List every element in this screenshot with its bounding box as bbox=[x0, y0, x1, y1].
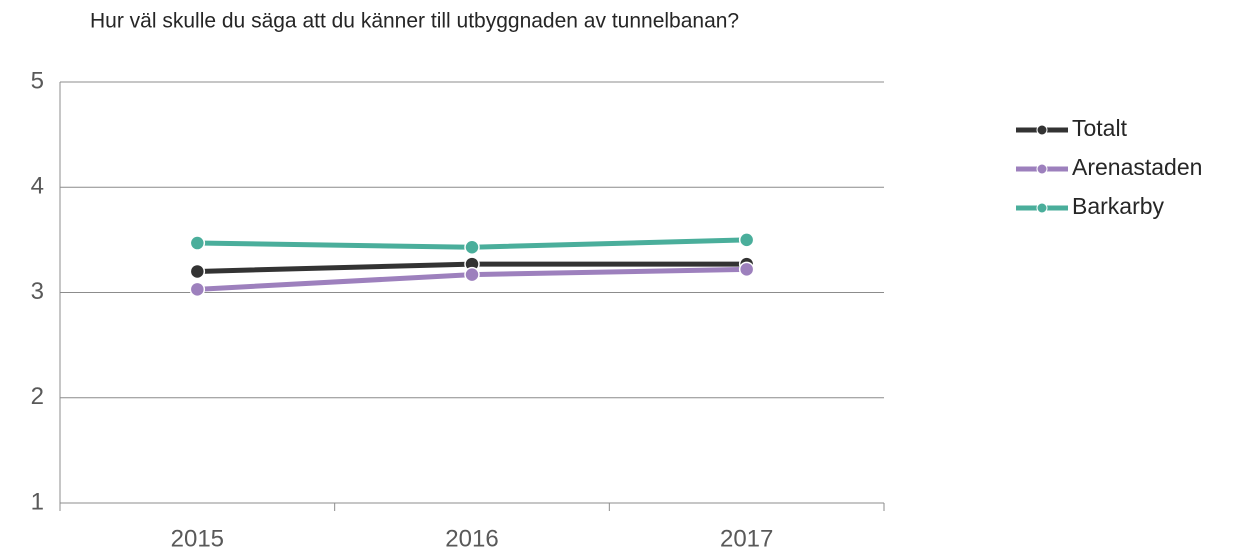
y-tick-label: 2 bbox=[31, 383, 44, 410]
point bbox=[189, 263, 206, 280]
point bbox=[738, 261, 755, 278]
legend-marker bbox=[1036, 124, 1048, 136]
point bbox=[464, 266, 480, 283]
y-tick-label: 1 bbox=[31, 488, 44, 515]
x-tick-label: 2016 bbox=[445, 525, 498, 551]
y-tick-label: 3 bbox=[31, 278, 44, 305]
legend-marker bbox=[1036, 202, 1048, 214]
y-tick-label: 4 bbox=[31, 173, 44, 200]
legend-label: Barkarby bbox=[1072, 193, 1165, 219]
point bbox=[189, 281, 206, 298]
x-tick-label: 2015 bbox=[171, 525, 224, 551]
legend-label: Totalt bbox=[1072, 115, 1128, 141]
x-tick-label: 2017 bbox=[720, 525, 773, 551]
legend-label: Arenastaden bbox=[1072, 154, 1202, 180]
point bbox=[189, 235, 206, 251]
point bbox=[464, 239, 480, 255]
chart-title: Hur väl skulle du säga att du känner til… bbox=[90, 10, 739, 33]
point bbox=[738, 232, 755, 248]
legend-marker bbox=[1036, 163, 1048, 175]
y-tick-label: 5 bbox=[31, 67, 44, 94]
